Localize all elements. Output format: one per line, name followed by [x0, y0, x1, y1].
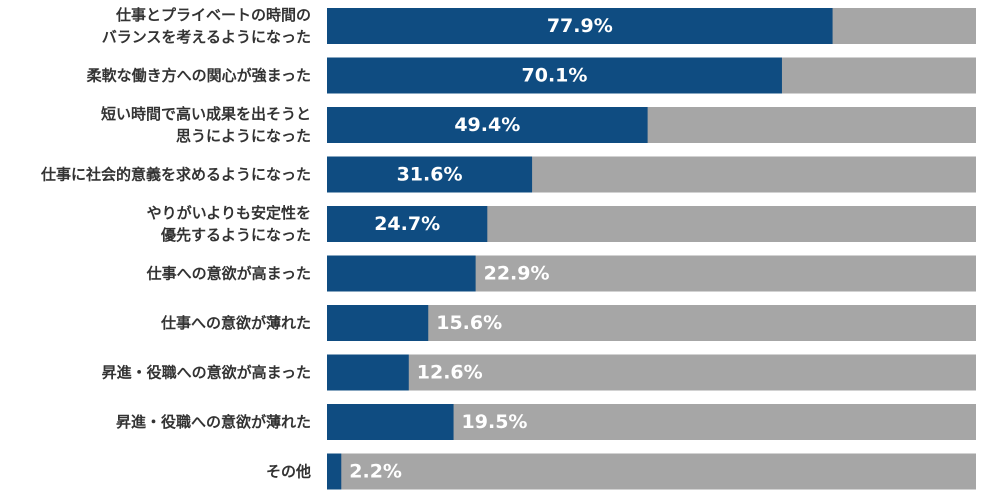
- bar: [327, 404, 454, 440]
- bar: [327, 8, 833, 44]
- category-label: 仕事への意欲が高まった: [146, 265, 311, 283]
- bar: [327, 206, 488, 242]
- data-label: 77.9%: [547, 15, 613, 37]
- category-label: 仕事とプライベートの時間の: [115, 6, 311, 24]
- category-label: 昇進・役職への意欲が高まった: [102, 364, 311, 382]
- category-label: 昇進・役職への意欲が薄れた: [116, 413, 311, 431]
- data-label: 15.6%: [436, 312, 502, 334]
- data-label: 31.6%: [397, 164, 463, 186]
- bar: [327, 255, 476, 292]
- category-label: バランスを考えるようになった: [102, 28, 311, 46]
- data-label: 24.7%: [374, 213, 440, 235]
- data-label: 19.5%: [462, 411, 528, 433]
- data-label: 49.4%: [454, 114, 520, 136]
- bar-track: [327, 453, 976, 490]
- category-label: 仕事への意欲が薄れた: [160, 314, 311, 332]
- data-label: 22.9%: [484, 263, 550, 285]
- bar: [327, 453, 342, 490]
- bar: [327, 305, 429, 341]
- category-label: その他: [266, 463, 311, 481]
- category-label: やりがいよりも安定性を: [147, 204, 311, 222]
- category-label: 優先するようになった: [160, 226, 311, 244]
- bar: [327, 107, 648, 143]
- bar-track: [327, 305, 976, 341]
- category-label: 思うにようになった: [176, 127, 311, 145]
- data-label: 12.6%: [417, 362, 483, 384]
- bar: [327, 354, 409, 391]
- category-label: 仕事に社会的意義を求めるようになった: [40, 166, 311, 184]
- bar: [327, 57, 782, 94]
- data-label: 2.2%: [349, 461, 402, 483]
- bar: [327, 156, 533, 193]
- category-label: 短い時間で高い成果を出そうと: [101, 105, 311, 123]
- category-label: 柔軟な働き方への関心が強まった: [87, 67, 311, 85]
- data-label: 70.1%: [522, 65, 588, 87]
- bar-track: [327, 354, 976, 391]
